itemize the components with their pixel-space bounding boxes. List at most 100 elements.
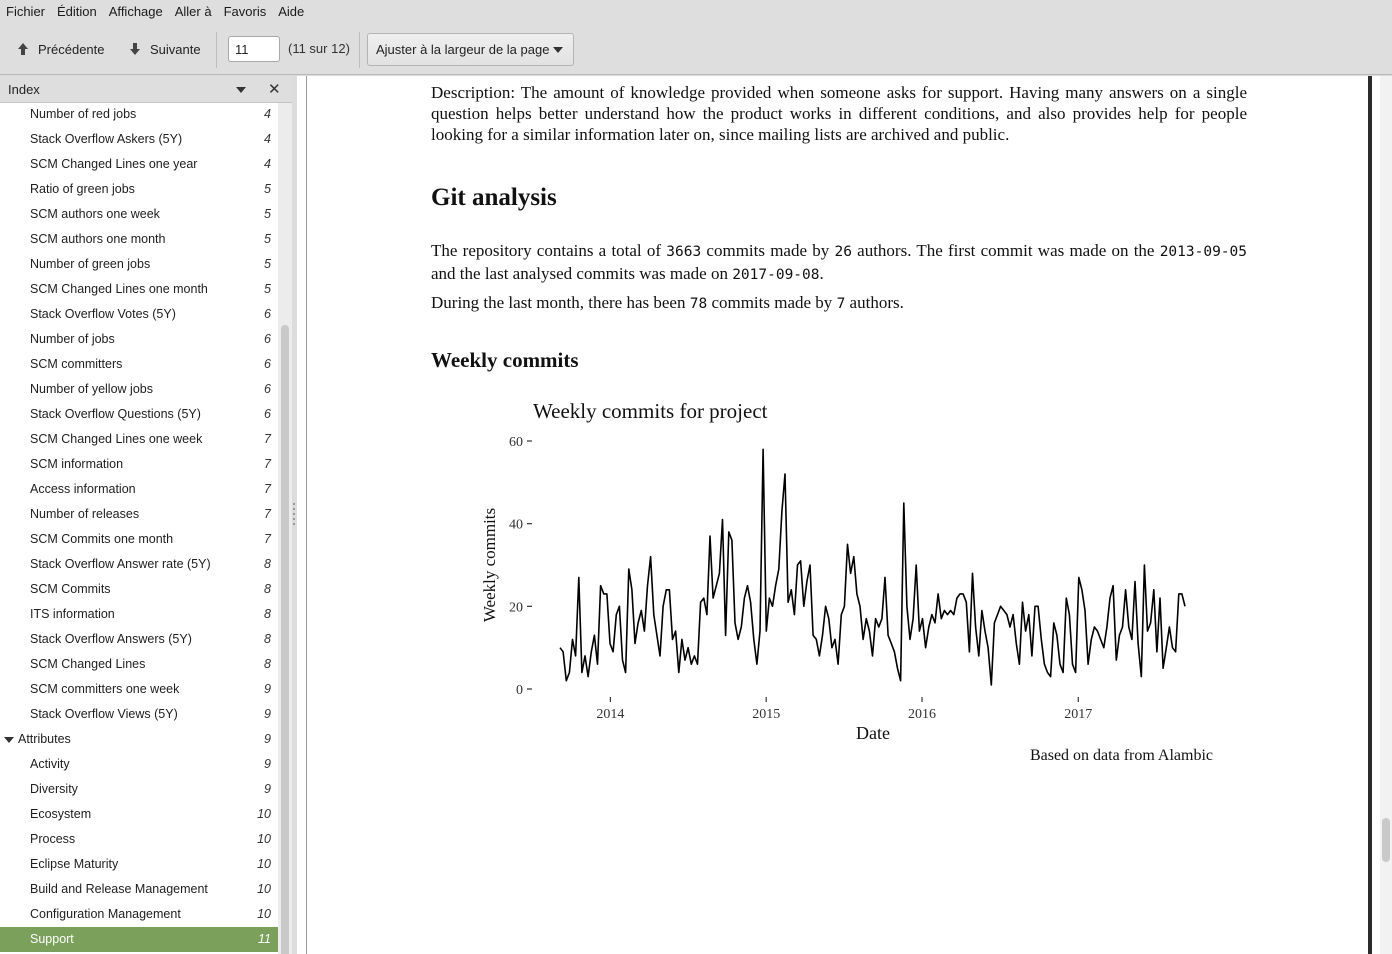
index-item-page: 4: [264, 107, 271, 121]
index-item[interactable]: Stack Overflow Answers (5Y) 8: [0, 627, 278, 652]
expander-triangle-icon[interactable]: [4, 737, 14, 743]
index-item-label: Stack Overflow Views (5Y): [30, 707, 178, 721]
index-item-label: Activity: [30, 757, 70, 771]
menu-aide[interactable]: Aide: [278, 4, 305, 19]
index-item[interactable]: SCM committers one week 9: [0, 677, 278, 702]
chevron-down-icon: [553, 47, 563, 53]
sidebar: Index ✕ Number of red jobs 4 Stack Overflo…: [0, 76, 292, 954]
index-item-page: 4: [264, 157, 271, 171]
menu-edition[interactable]: Édition: [57, 4, 97, 19]
index-item-label: ITS information: [30, 607, 115, 621]
index-item-page: 6: [264, 307, 271, 321]
index-item[interactable]: Number of yellow jobs 6: [0, 377, 278, 402]
index-item[interactable]: SCM Changed Lines one year 4: [0, 152, 278, 177]
index-item[interactable]: Process 10: [0, 827, 278, 852]
x-tick-label: 2016: [908, 707, 936, 722]
index-item-page: 9: [264, 682, 271, 696]
index-item[interactable]: Number of jobs 6: [0, 327, 278, 352]
git-summary-paragraph: The repository contains a total of 3663 …: [431, 241, 1248, 283]
index-item-label: SCM authors one month: [30, 232, 166, 246]
index-item[interactable]: Ratio of green jobs 5: [0, 177, 278, 202]
index-item[interactable]: Number of releases 7: [0, 502, 278, 527]
index-item-label: SCM Changed Lines: [30, 657, 146, 671]
y-tick-label: 0: [516, 683, 523, 698]
menu-affichage[interactable]: Affichage: [108, 4, 163, 19]
index-item[interactable]: SCM committers 6: [0, 352, 278, 377]
index-item-label: Stack Overflow Askers (5Y): [30, 132, 183, 146]
index-item[interactable]: SCM authors one month 5: [0, 227, 278, 252]
index-item[interactable]: Build and Release Management 10: [0, 877, 278, 902]
index-section-attributes[interactable]: Attributes 9: [0, 727, 278, 752]
y-tick-label: 40: [509, 518, 523, 533]
index-item[interactable]: Configuration Management 10: [0, 902, 278, 927]
menu-aller-a[interactable]: Aller à: [174, 4, 212, 19]
index-item[interactable]: Stack Overflow Views (5Y) 9: [0, 702, 278, 727]
git-analysis-heading: Git analysis: [431, 184, 557, 211]
index-item[interactable]: Access information 7: [0, 477, 278, 502]
index-item-page: 6: [264, 332, 271, 346]
index-item[interactable]: SCM Commits one month 7: [0, 527, 278, 552]
index-item-label: Stack Overflow Answer rate (5Y): [30, 557, 211, 571]
index-item-page: 9: [264, 707, 271, 721]
menu-fichier[interactable]: Fichier: [6, 4, 46, 19]
document-page: Description: The amount of knowledge pro…: [306, 76, 1372, 954]
index-item-label: Build and Release Management: [30, 882, 208, 896]
y-axis: 0 20 40 60: [509, 435, 532, 698]
chart-ylabel: Weekly commits: [480, 508, 499, 622]
index-item-page: 5: [264, 257, 271, 271]
index-item-label: Ecosystem: [30, 807, 92, 821]
index-item-page: 8: [264, 657, 271, 671]
index-item-label: Configuration Management: [30, 907, 181, 921]
index-item[interactable]: SCM information 7: [0, 452, 278, 477]
index-item-page: 7: [264, 532, 271, 546]
index-item[interactable]: Eclipse Maturity 10: [0, 852, 278, 877]
index-item-label: Number of green jobs: [30, 257, 151, 271]
index-item-label: Number of yellow jobs: [30, 382, 153, 396]
index-item[interactable]: ITS information 8: [0, 602, 278, 627]
index-item-label: Eclipse Maturity: [30, 857, 119, 871]
close-icon[interactable]: ✕: [268, 81, 281, 98]
index-item-page: 8: [264, 557, 271, 571]
index-item[interactable]: Ecosystem 10: [0, 802, 278, 827]
index-item-page: 7: [264, 432, 271, 446]
index-item[interactable]: SCM authors one week 5: [0, 202, 278, 227]
index-item[interactable]: Stack Overflow Votes (5Y) 6: [0, 302, 278, 327]
menu-favoris[interactable]: Favoris: [223, 4, 267, 19]
index-item[interactable]: SCM Changed Lines one month 5: [0, 277, 278, 302]
previous-page-button[interactable]: Précédente: [16, 36, 105, 62]
series-line: [559, 448, 1186, 686]
document-scrollbar[interactable]: [1380, 76, 1392, 954]
index-item-label: Stack Overflow Votes (5Y): [30, 307, 176, 321]
index-item[interactable]: Number of green jobs 5: [0, 252, 278, 277]
index-item-page: 9: [264, 732, 271, 746]
sidebar-scrollbar-thumb[interactable]: [281, 325, 289, 954]
index-item[interactable]: Stack Overflow Answer rate (5Y) 8: [0, 552, 278, 577]
index-item[interactable]: Diversity 9: [0, 777, 278, 802]
document-view[interactable]: Description: The amount of knowledge pro…: [297, 76, 1392, 954]
index-item[interactable]: SCM Changed Lines 8: [0, 652, 278, 677]
y-tick-label: 60: [509, 435, 523, 450]
sidebar-scrollbar[interactable]: [278, 103, 292, 954]
next-page-label: Suivante: [150, 41, 201, 57]
index-item-label: Stack Overflow Questions (5Y): [30, 407, 201, 421]
x-axis: 2014 2015 2016 2017: [596, 697, 1092, 722]
index-item[interactable]: SCM Commits 8: [0, 577, 278, 602]
index-item-label: Support: [30, 932, 74, 946]
sidebar-mode-dropdown-icon[interactable]: [236, 87, 246, 93]
next-page-button[interactable]: Suivante: [128, 36, 201, 62]
index-item[interactable]: SCM Changed Lines one week 7: [0, 427, 278, 452]
index-item[interactable]: Stack Overflow Askers (5Y) 4: [0, 127, 278, 152]
zoom-select[interactable]: Ajuster à la largeur de la page: [367, 33, 574, 66]
document-scrollbar-thumb[interactable]: [1382, 818, 1390, 862]
index-item[interactable]: Number of red jobs 4: [0, 103, 278, 127]
toolbar: Précédente Suivante (11 sur 12) Ajuster …: [0, 24, 1392, 75]
index-item[interactable]: Stack Overflow Questions (5Y) 6: [0, 402, 278, 427]
index-item[interactable]: Support 11: [0, 927, 278, 952]
index-item-page: 9: [264, 757, 271, 771]
index-item-page: 8: [264, 607, 271, 621]
x-tick-label: 2017: [1064, 707, 1092, 722]
index-item[interactable]: Activity 9: [0, 752, 278, 777]
pane-resize-handle[interactable]: [292, 500, 297, 528]
page-number-input[interactable]: [228, 36, 280, 62]
index-item-page: 10: [257, 882, 271, 896]
